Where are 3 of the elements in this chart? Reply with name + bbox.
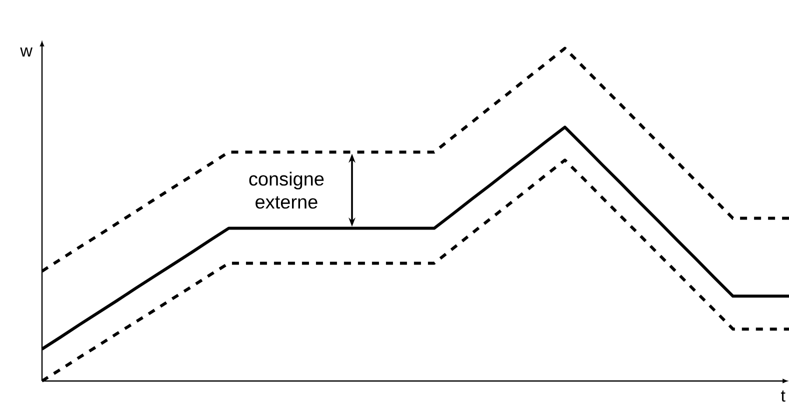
x-axis-title: t bbox=[780, 390, 786, 402]
annotation: consigne externe bbox=[249, 172, 324, 209]
y-axis-title: w bbox=[20, 48, 33, 57]
